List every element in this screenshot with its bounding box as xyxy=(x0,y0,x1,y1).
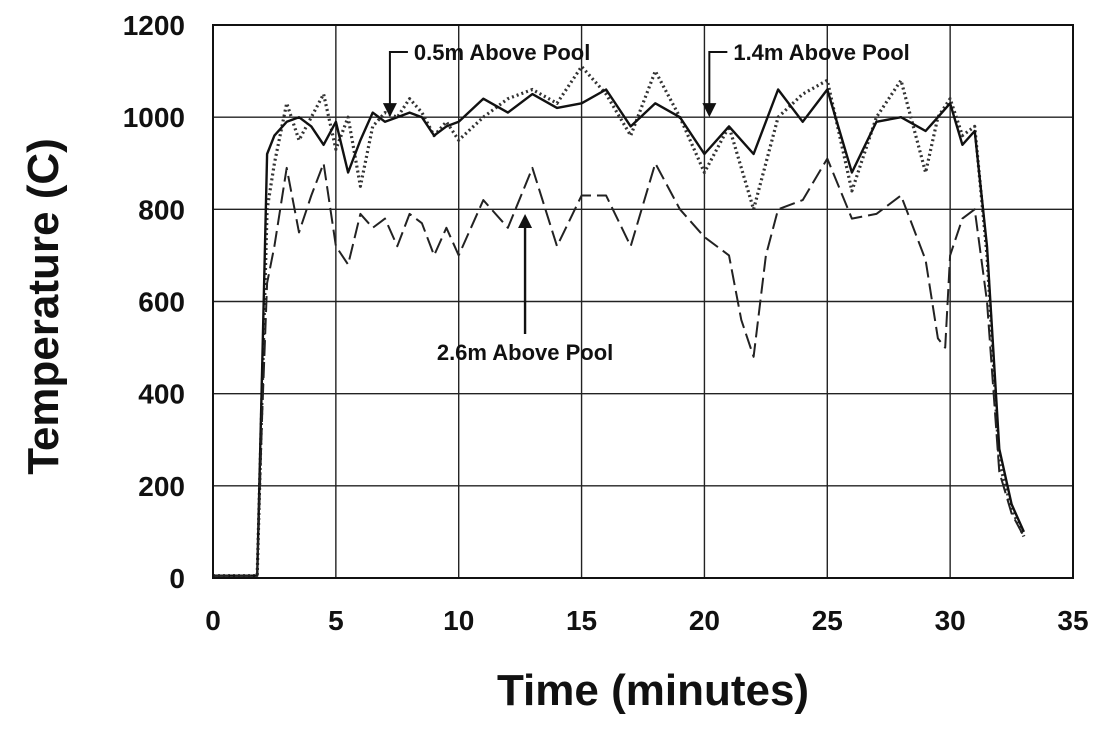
annotation-label: 1.4m Above Pool xyxy=(733,40,909,65)
y-tick-label: 200 xyxy=(138,471,185,502)
y-tick-label: 400 xyxy=(138,379,185,410)
grid-lines xyxy=(212,24,1074,579)
annotation-arrow xyxy=(708,51,728,108)
annotation-label: 0.5m Above Pool xyxy=(414,40,590,65)
y-tick-label: 1200 xyxy=(123,10,185,41)
x-tick-label: 5 xyxy=(328,605,344,636)
y-tick-label: 800 xyxy=(138,194,185,225)
series-line-1 xyxy=(213,64,1026,578)
annotation-label: 2.6m Above Pool xyxy=(437,340,613,365)
y-tick-label: 600 xyxy=(138,287,185,318)
y-axis-title: Temperature (C) xyxy=(19,138,68,475)
series-annotations: 0.5m Above Pool 1.4m Above Pool 2.6m Above… xyxy=(382,40,910,365)
x-tick-label: 15 xyxy=(566,605,597,636)
x-axis-title: Time (minutes) xyxy=(497,666,809,715)
x-tick-label: 0 xyxy=(205,605,221,636)
annotation-2: 1.4m Above Pool xyxy=(702,40,910,118)
x-tick-label: 25 xyxy=(812,605,843,636)
arrowhead-icon xyxy=(518,213,533,228)
annotation-1: 0.5m Above Pool xyxy=(382,40,590,118)
series-lines xyxy=(213,64,1026,578)
series-line-2 xyxy=(213,88,1025,577)
plot-frame xyxy=(212,24,1074,579)
annotation-arrow xyxy=(388,51,408,108)
x-tick-label: 30 xyxy=(935,605,966,636)
y-tick-label: 1000 xyxy=(123,102,185,133)
x-tick-label: 10 xyxy=(443,605,474,636)
arrowhead-icon xyxy=(382,103,397,118)
arrowhead-icon xyxy=(702,103,717,118)
x-tick-label: 35 xyxy=(1057,605,1088,636)
x-tick-label: 20 xyxy=(689,605,720,636)
y-tick-label: 0 xyxy=(169,563,185,594)
annotation-3: 2.6m Above Pool xyxy=(437,213,613,365)
tick-labels: 0 200 400 600 800 1000 1200 0 5 10 15 20 25 30 35 xyxy=(123,10,1089,636)
series-line-3 xyxy=(213,157,1025,577)
